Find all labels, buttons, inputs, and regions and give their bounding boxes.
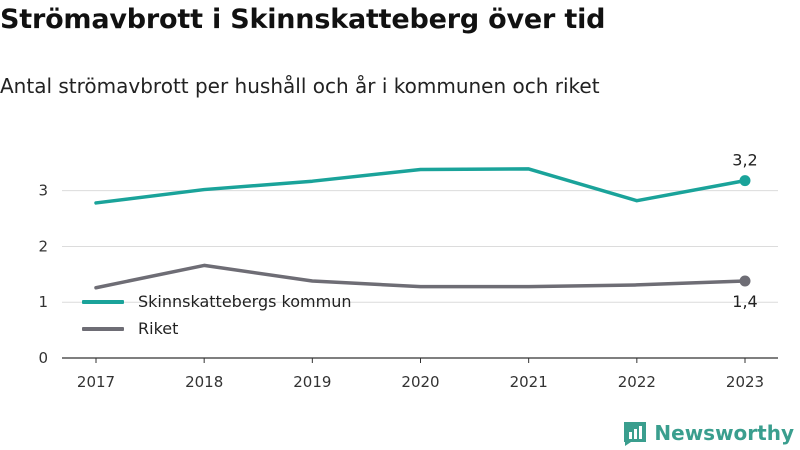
legend-swatch-riket: [82, 326, 124, 331]
series-end-point-0: [739, 175, 751, 187]
x-tick-label: 2023: [726, 373, 764, 391]
x-axis-ticks: 2017 2018 2019 2020 2021 2022 2023: [77, 358, 764, 391]
data-labels: 3,2 1,4: [732, 151, 757, 311]
chart-subtitle: Antal strömavbrott per hushåll och år i …: [0, 74, 600, 98]
series-lines: [94, 167, 751, 290]
y-axis-ticks: 0 1 2 3: [38, 182, 48, 367]
legend-item-kommun: Skinnskattebergs kommun: [82, 288, 351, 315]
legend-swatch-kommun: [82, 299, 124, 304]
legend-label-kommun: Skinnskattebergs kommun: [138, 292, 352, 311]
newsworthy-logo-icon: [624, 422, 647, 446]
legend-item-riket: Riket: [82, 315, 351, 342]
data-label-0: 3,2: [732, 151, 757, 170]
legend: Skinnskattebergs kommun Riket: [82, 288, 351, 342]
x-tick-label: 2019: [293, 373, 331, 391]
chart-title: Strömavbrott i Skinnskatteberg över tid: [0, 4, 606, 35]
y-tick-label: 2: [38, 237, 48, 255]
x-tick-label: 2021: [510, 373, 548, 391]
x-tick-label: 2022: [618, 373, 656, 391]
data-label-1: 1,4: [732, 292, 757, 311]
brand-name: Newsworthy: [654, 421, 794, 445]
series-line-0: [94, 167, 747, 205]
x-tick-label: 2020: [401, 373, 439, 391]
x-tick-label: 2017: [77, 373, 115, 391]
y-tick-label: 0: [38, 349, 48, 367]
legend-label-riket: Riket: [138, 319, 179, 338]
y-tick-label: 3: [38, 182, 48, 200]
series-end-point-1: [739, 275, 751, 287]
y-tick-label: 1: [38, 293, 48, 311]
series-line-1: [94, 263, 747, 290]
x-tick-label: 2018: [185, 373, 223, 391]
newsworthy-logo[interactable]: Newsworthy: [622, 420, 794, 446]
